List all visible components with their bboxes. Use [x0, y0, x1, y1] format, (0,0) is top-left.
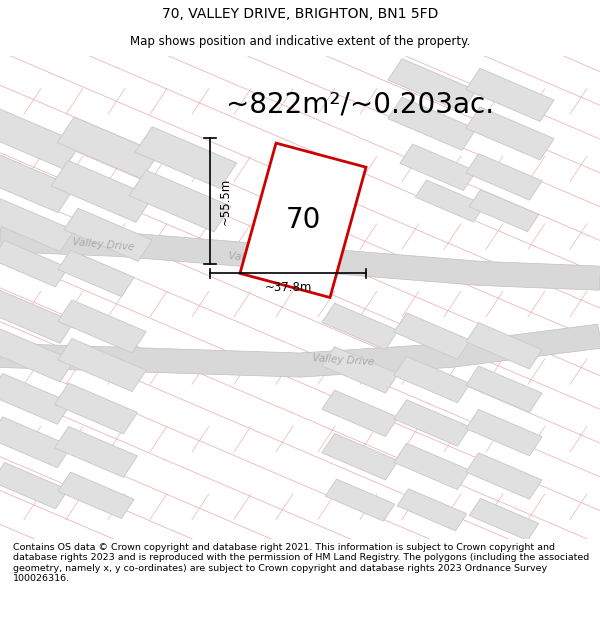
- Polygon shape: [322, 303, 398, 349]
- Polygon shape: [394, 443, 470, 489]
- Polygon shape: [0, 374, 71, 424]
- Text: Valley Drive: Valley Drive: [72, 237, 134, 252]
- Polygon shape: [0, 151, 75, 213]
- Polygon shape: [0, 199, 74, 252]
- Polygon shape: [0, 228, 600, 290]
- Text: ~822m²/~0.203ac.: ~822m²/~0.203ac.: [226, 90, 494, 118]
- Text: 70, VALLEY DRIVE, BRIGHTON, BN1 5FD: 70, VALLEY DRIVE, BRIGHTON, BN1 5FD: [162, 7, 438, 21]
- Polygon shape: [415, 180, 485, 222]
- Polygon shape: [58, 472, 134, 519]
- Polygon shape: [0, 107, 81, 169]
- Polygon shape: [322, 390, 398, 436]
- Polygon shape: [394, 356, 470, 402]
- Polygon shape: [58, 300, 146, 353]
- Polygon shape: [57, 117, 159, 179]
- Polygon shape: [135, 127, 237, 189]
- Polygon shape: [388, 59, 476, 112]
- Text: Contains OS data © Crown copyright and database right 2021. This information is : Contains OS data © Crown copyright and d…: [13, 543, 589, 583]
- Polygon shape: [129, 170, 231, 232]
- Text: Map shows position and indicative extent of the property.: Map shows position and indicative extent…: [130, 35, 470, 48]
- Polygon shape: [240, 143, 366, 298]
- Polygon shape: [466, 68, 554, 121]
- Polygon shape: [0, 417, 71, 468]
- Polygon shape: [58, 339, 146, 391]
- Polygon shape: [394, 400, 470, 446]
- Polygon shape: [0, 329, 74, 382]
- Polygon shape: [55, 426, 137, 478]
- Polygon shape: [469, 499, 539, 541]
- Polygon shape: [0, 324, 600, 377]
- Text: Valley Drive: Valley Drive: [228, 251, 290, 267]
- Polygon shape: [325, 479, 395, 521]
- Polygon shape: [388, 98, 476, 150]
- Polygon shape: [469, 189, 539, 232]
- Polygon shape: [0, 290, 74, 343]
- Polygon shape: [466, 453, 542, 499]
- Text: ~37.8m: ~37.8m: [265, 281, 311, 294]
- Polygon shape: [397, 489, 467, 531]
- Polygon shape: [466, 322, 542, 369]
- Polygon shape: [51, 161, 153, 222]
- Polygon shape: [466, 154, 542, 200]
- Polygon shape: [64, 208, 152, 261]
- Polygon shape: [0, 462, 68, 509]
- Polygon shape: [322, 434, 398, 480]
- Text: ~55.5m: ~55.5m: [219, 177, 232, 224]
- Polygon shape: [394, 313, 470, 359]
- Polygon shape: [0, 241, 68, 287]
- Polygon shape: [322, 347, 398, 393]
- Polygon shape: [58, 250, 134, 296]
- Polygon shape: [466, 107, 554, 160]
- Text: Valley Drive: Valley Drive: [312, 353, 374, 367]
- Text: 70: 70: [286, 206, 320, 234]
- Polygon shape: [400, 144, 476, 191]
- Polygon shape: [466, 366, 542, 413]
- Polygon shape: [466, 409, 542, 456]
- Polygon shape: [55, 383, 137, 434]
